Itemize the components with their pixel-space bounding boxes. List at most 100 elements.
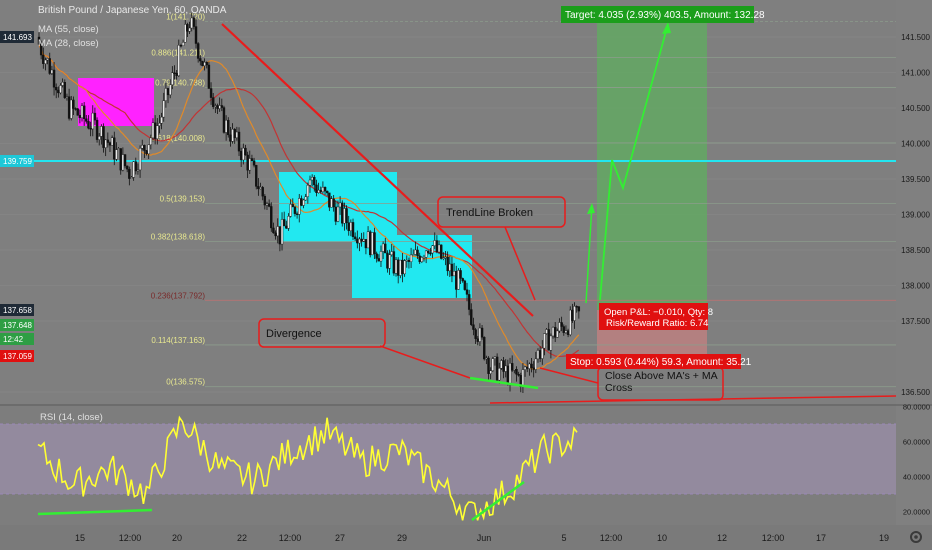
candle-body — [121, 154, 125, 171]
candle-body — [538, 350, 542, 359]
candle-body — [315, 184, 318, 193]
price-badge-label: 137.648 — [3, 321, 32, 330]
price-divergence-line[interactable] — [469, 376, 539, 390]
price-badge-label: 139.759 — [3, 157, 32, 166]
target-label[interactable]: Target: 4.035 (2.93%) 403.5, Amount: 132… — [561, 6, 765, 23]
time-tick-label: 17 — [816, 533, 826, 543]
candle-body — [214, 105, 217, 107]
candle-body — [534, 358, 538, 370]
candle-body — [147, 144, 150, 155]
candle-body — [203, 62, 206, 66]
candle-body — [551, 327, 555, 337]
candle-body — [196, 43, 200, 59]
candle-body — [201, 60, 204, 66]
candle-body — [349, 222, 353, 232]
stop-label[interactable]: Stop: 0.593 (0.44%) 59.3, Amount: 35.21 — [566, 354, 752, 369]
candle-body — [446, 256, 449, 272]
candle-body — [123, 154, 127, 167]
price-axis[interactable] — [896, 0, 932, 525]
candle-body — [573, 306, 576, 321]
rsi-divergence-line-2[interactable] — [471, 480, 525, 522]
time-tick-label: Jun — [477, 533, 492, 543]
candle-body — [265, 203, 269, 206]
candle-body — [130, 177, 133, 179]
candle-body — [526, 366, 529, 369]
candle-body — [341, 202, 344, 224]
candle-body — [439, 244, 443, 259]
gear-icon[interactable] — [910, 531, 922, 543]
price-pane[interactable] — [0, 0, 896, 405]
candle-body — [125, 165, 129, 170]
candle-body — [504, 365, 507, 372]
candle-body — [506, 365, 510, 384]
candle-body — [388, 254, 391, 269]
descending-trendline[interactable] — [221, 23, 534, 317]
candle-body — [351, 222, 355, 238]
time-tick-label: 19 — [879, 533, 889, 543]
time-tick-label: 22 — [237, 533, 247, 543]
candle-body — [104, 139, 107, 148]
candle-body — [188, 27, 191, 32]
candle-body — [498, 368, 501, 381]
candle-body — [465, 289, 469, 295]
candle-body — [403, 260, 406, 275]
time-tick-label: 15 — [75, 533, 85, 543]
candle-body — [319, 189, 322, 192]
price-badge — [0, 319, 34, 331]
candle-body — [569, 309, 572, 335]
candle-body — [530, 363, 533, 368]
candle-body — [242, 147, 245, 161]
candle-body — [558, 322, 561, 332]
ma55-legend[interactable]: MA (55, close) — [38, 24, 99, 35]
candle-body — [98, 136, 101, 140]
magenta-range-box[interactable] — [78, 78, 154, 126]
candle-body — [80, 105, 84, 118]
candle-body — [50, 69, 54, 74]
candle-body — [577, 306, 581, 312]
trendline-broken-callout[interactable]: TrendLine Broken — [437, 196, 566, 301]
candle-body — [523, 366, 527, 370]
candle-body — [257, 186, 260, 190]
price-tick-label: 140.500 — [901, 104, 930, 113]
candle-body — [261, 187, 264, 197]
pnl-label[interactable]: Open P&L: −0.010, Qty: 8 Risk/Reward Rat… — [599, 303, 713, 330]
candle-body — [93, 112, 97, 121]
rsi-pane[interactable] — [0, 405, 896, 525]
candle-body — [291, 204, 294, 208]
candle-body — [113, 137, 116, 160]
price-tick-label: 139.000 — [901, 211, 930, 220]
candle-body — [304, 196, 307, 201]
candle-body — [70, 99, 73, 119]
candle-body — [67, 96, 71, 119]
candle-body — [517, 374, 520, 376]
candle-body — [166, 88, 170, 96]
candle-body — [373, 232, 376, 254]
candle-body — [474, 329, 477, 339]
candle-body — [110, 137, 114, 146]
close-above-callout[interactable]: Close Above MA's + MA Cross — [539, 366, 724, 401]
time-tick-label: 12:00 — [279, 533, 302, 543]
projection-arrow[interactable] — [599, 23, 669, 301]
candle-body — [442, 257, 445, 259]
arrow-small-head-icon — [587, 203, 595, 214]
fibonacci-retracement[interactable]: 1(141.720)0.886(141.211)0.79(140.788)0.6… — [151, 12, 896, 388]
divergence-callout[interactable]: Divergence — [258, 318, 471, 379]
close-above-label-1: Close Above MA's + MA — [605, 370, 718, 382]
candle-body — [409, 254, 413, 262]
candle-body — [566, 330, 570, 335]
candle-body — [476, 338, 479, 342]
price-badge-label: 12:42 — [3, 335, 24, 344]
candle-body — [560, 322, 563, 327]
ma28-legend[interactable]: MA (28, close) — [38, 38, 99, 49]
ma28-line — [38, 44, 580, 370]
candle-body — [143, 145, 146, 151]
time-axis[interactable] — [0, 525, 932, 550]
time-tick-label: 20 — [172, 533, 182, 543]
rsi-divergence-line-1[interactable] — [37, 508, 153, 516]
candle-body — [483, 337, 486, 360]
candle-body — [502, 360, 505, 372]
price-tick-label: 138.500 — [901, 246, 930, 255]
candle-body — [330, 198, 333, 208]
time-tick-label: 12:00 — [600, 533, 623, 543]
